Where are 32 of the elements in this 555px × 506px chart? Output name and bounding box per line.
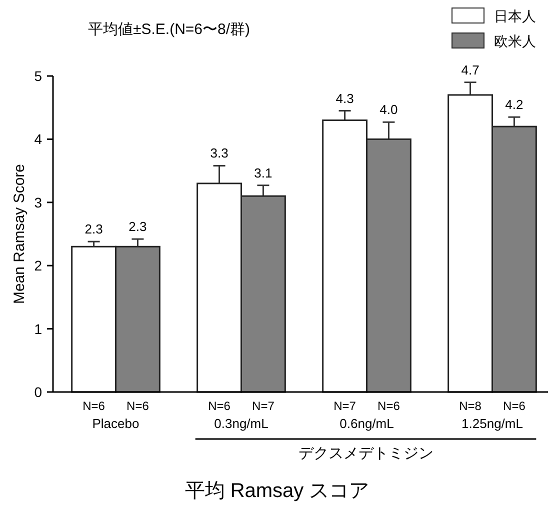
y-tick-label: 3 — [34, 194, 42, 210]
text: N=6 — [378, 399, 400, 413]
text: N=6 — [208, 399, 231, 413]
data-label: 4.3 — [336, 90, 354, 106]
y-axis-title: Mean Ramsay Score — [11, 164, 28, 304]
text: N=7 — [334, 399, 356, 413]
y-tick-label: 5 — [34, 68, 42, 84]
x-tick-label: 0.6ng/mL — [340, 416, 394, 431]
text: N=6 — [503, 399, 526, 413]
text: N=8 — [459, 399, 482, 413]
y-tick-label: 1 — [34, 320, 42, 337]
y-tick-label: 0 — [34, 384, 42, 400]
x-tick-label: Placebo — [92, 416, 140, 431]
legend-label: 日本人 — [494, 8, 536, 24]
text: N=6 — [126, 399, 150, 413]
text: デクスメデトミジン — [298, 445, 434, 462]
text: 平均 Ramsay スコア — [184, 480, 370, 502]
x-tick-label: 1.25ng/mL — [462, 416, 523, 431]
data-label: 4.0 — [380, 102, 398, 118]
data-label: 3.3 — [210, 146, 228, 161]
data-label: 2.3 — [84, 222, 103, 237]
text: N=7 — [252, 399, 275, 413]
chart-subtitle: 平均値±S.E.(N=6〜8/群) — [88, 21, 250, 38]
y-tick-label: 4 — [34, 131, 42, 148]
x-tick-label: 0.3ng/mL — [214, 416, 268, 431]
data-label: 3.1 — [254, 165, 272, 180]
y-tick-label: 2 — [34, 258, 42, 274]
text: N=6 — [82, 399, 106, 413]
legend-label: 欧米人 — [494, 33, 536, 49]
data-label: 4.7 — [461, 62, 480, 78]
data-label: 2.3 — [128, 219, 147, 234]
data-label: 4.2 — [505, 97, 524, 112]
